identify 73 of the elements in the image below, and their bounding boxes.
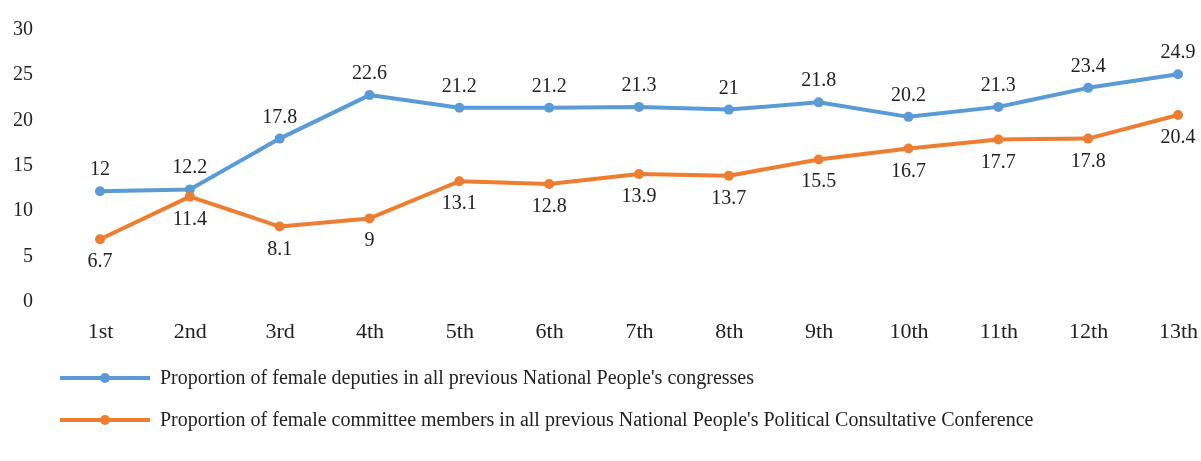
x-tick-label: 8th — [715, 317, 744, 343]
point — [1173, 110, 1183, 121]
data-label: 6.7 — [87, 249, 113, 272]
data-label: 13.7 — [711, 185, 747, 208]
point — [813, 154, 824, 165]
data-label: 20.4 — [1160, 125, 1196, 148]
y-tick-label: 20 — [13, 107, 33, 130]
point — [723, 104, 734, 115]
data-label: 21.8 — [801, 68, 837, 91]
x-tick-label: 2nd — [173, 317, 207, 343]
y-tick-label: 15 — [13, 152, 33, 175]
data-label: 20.2 — [891, 82, 926, 105]
point — [95, 186, 105, 197]
legend-label: Proportion of female deputies in all previous National People's congresses — [160, 366, 755, 389]
x-tick-label: 7th — [625, 317, 654, 343]
point — [1083, 82, 1094, 93]
point — [454, 176, 465, 187]
x-tick-label: 5th — [445, 317, 474, 343]
data-label: 13.1 — [441, 191, 477, 214]
data-label: 13.9 — [621, 183, 657, 206]
point — [1173, 69, 1183, 80]
x-tick-label: 3rd — [265, 317, 295, 343]
data-label: 12 — [90, 157, 110, 180]
data-label: 17.7 — [980, 149, 1016, 172]
point — [903, 143, 914, 154]
point — [95, 234, 105, 245]
point — [454, 102, 465, 113]
point — [634, 101, 644, 112]
data-label: 21.3 — [980, 72, 1016, 95]
point — [274, 221, 285, 232]
data-label: 17.8 — [1070, 148, 1106, 171]
point — [903, 111, 914, 122]
y-tick-label: 30 — [13, 16, 33, 39]
data-label: 8.1 — [267, 236, 293, 259]
point — [813, 97, 824, 108]
x-tick-label: 11th — [979, 317, 1018, 343]
data-label: 21.2 — [441, 73, 477, 96]
y-tick-label: 5 — [23, 243, 33, 266]
point — [634, 168, 644, 179]
y-tick-label: 10 — [13, 198, 33, 221]
y-tick-label: 25 — [13, 62, 33, 85]
y-tick-label: 0 — [23, 288, 33, 311]
x-tick-label: 9th — [805, 317, 834, 343]
x-tick-label: 12th — [1069, 317, 1109, 343]
point — [723, 170, 734, 181]
data-label: 21 — [718, 75, 739, 98]
data-label: 22.6 — [352, 61, 387, 84]
point — [274, 133, 285, 144]
point — [1083, 133, 1094, 144]
data-label: 21.3 — [621, 72, 657, 95]
point — [184, 191, 195, 202]
data-label: 17.8 — [262, 104, 298, 127]
point — [544, 178, 555, 189]
data-label: 24.9 — [1160, 40, 1196, 63]
data-label: 9 — [364, 228, 375, 251]
x-tick-label: 13th — [1158, 317, 1199, 343]
data-label: 21.2 — [531, 73, 567, 96]
x-tick-label: 1st — [87, 317, 114, 343]
data-label: 15.5 — [801, 169, 837, 192]
point — [993, 134, 1004, 145]
data-label: 12.2 — [172, 155, 208, 178]
data-label: 16.7 — [891, 158, 926, 181]
point — [544, 102, 555, 113]
data-label: 23.4 — [1070, 53, 1106, 76]
x-tick-label: 4th — [355, 317, 385, 343]
point — [364, 90, 375, 101]
point — [364, 213, 375, 224]
x-tick-label: 6th — [535, 317, 564, 343]
legend-label: Proportion of female committee members in all previous National People's Political Consultative Conference — [160, 408, 1034, 431]
data-label: 12.8 — [531, 193, 567, 216]
x-tick-label: 10th — [889, 317, 929, 343]
point — [993, 101, 1004, 112]
data-label: 11.4 — [172, 206, 207, 229]
